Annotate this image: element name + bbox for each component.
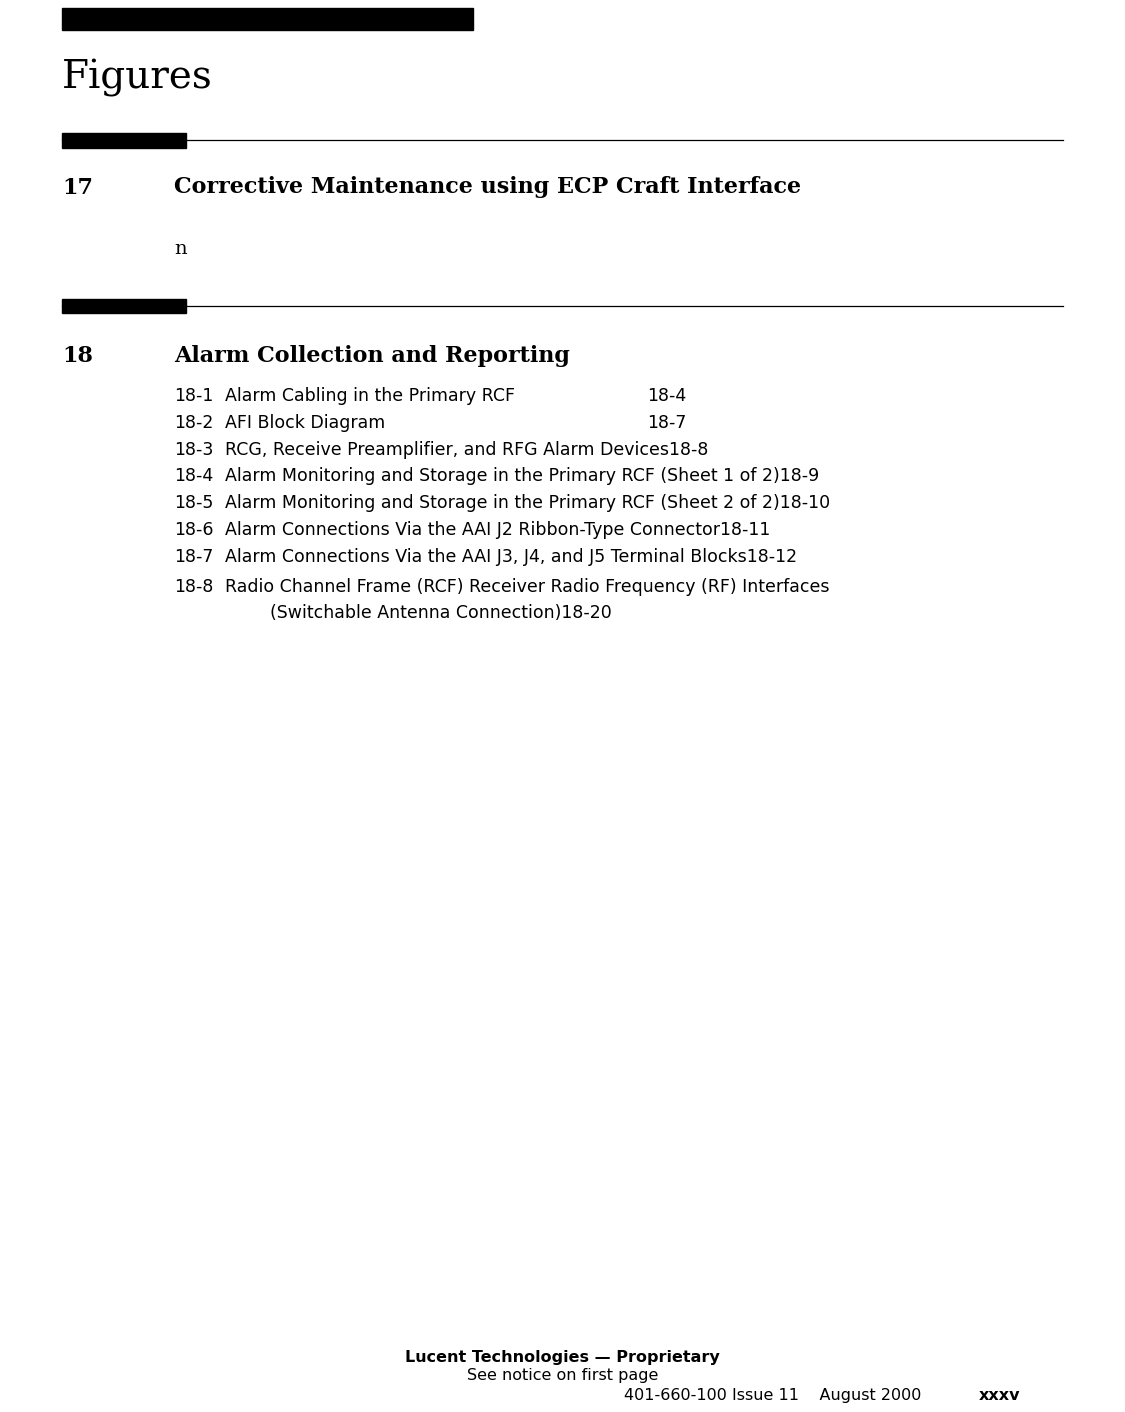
Text: 18-7: 18-7 <box>174 548 214 566</box>
Text: 17: 17 <box>62 176 93 199</box>
Text: RCG, Receive Preamplifier, and RFG Alarm Devices18-8: RCG, Receive Preamplifier, and RFG Alarm… <box>225 441 709 459</box>
Bar <box>62 7 472 30</box>
Text: Corrective Maintenance using ECP Craft Interface: Corrective Maintenance using ECP Craft I… <box>174 176 801 199</box>
Text: 18: 18 <box>62 345 93 367</box>
Text: 18-4: 18-4 <box>647 387 686 405</box>
Text: Figures: Figures <box>62 59 213 97</box>
Text: Alarm Connections Via the AAI J2 Ribbon-Type Connector18-11: Alarm Connections Via the AAI J2 Ribbon-… <box>225 521 771 539</box>
Text: Radio Channel Frame (RCF) Receiver Radio Frequency (RF) Interfaces: Radio Channel Frame (RCF) Receiver Radio… <box>225 578 829 596</box>
Text: 18-5: 18-5 <box>174 494 214 513</box>
Text: 18-3: 18-3 <box>174 441 214 459</box>
Bar <box>62 298 186 313</box>
Bar <box>62 133 186 148</box>
Text: Alarm Cabling in the Primary RCF: Alarm Cabling in the Primary RCF <box>225 387 515 405</box>
Text: (Switchable Antenna Connection)18-20: (Switchable Antenna Connection)18-20 <box>270 604 612 623</box>
Text: 18-8: 18-8 <box>174 578 214 596</box>
Text: 401-660-100 Issue 11    August 2000: 401-660-100 Issue 11 August 2000 <box>624 1388 921 1404</box>
Text: 18-4: 18-4 <box>174 467 214 486</box>
Text: Alarm Monitoring and Storage in the Primary RCF (Sheet 1 of 2)18-9: Alarm Monitoring and Storage in the Prim… <box>225 467 819 486</box>
Text: Alarm Connections Via the AAI J3, J4, and J5 Terminal Blocks18-12: Alarm Connections Via the AAI J3, J4, an… <box>225 548 798 566</box>
Text: Alarm Collection and Reporting: Alarm Collection and Reporting <box>174 345 570 367</box>
Text: 18-2: 18-2 <box>174 414 214 432</box>
Text: AFI Block Diagram: AFI Block Diagram <box>225 414 385 432</box>
Text: xxxv: xxxv <box>979 1388 1020 1404</box>
Text: See notice on first page: See notice on first page <box>467 1368 658 1384</box>
Text: 18-6: 18-6 <box>174 521 214 539</box>
Text: Alarm Monitoring and Storage in the Primary RCF (Sheet 2 of 2)18-10: Alarm Monitoring and Storage in the Prim… <box>225 494 830 513</box>
Text: 18-7: 18-7 <box>647 414 686 432</box>
Text: n: n <box>174 240 187 258</box>
Text: Lucent Technologies — Proprietary: Lucent Technologies — Proprietary <box>405 1350 720 1365</box>
Text: 18-1: 18-1 <box>174 387 214 405</box>
